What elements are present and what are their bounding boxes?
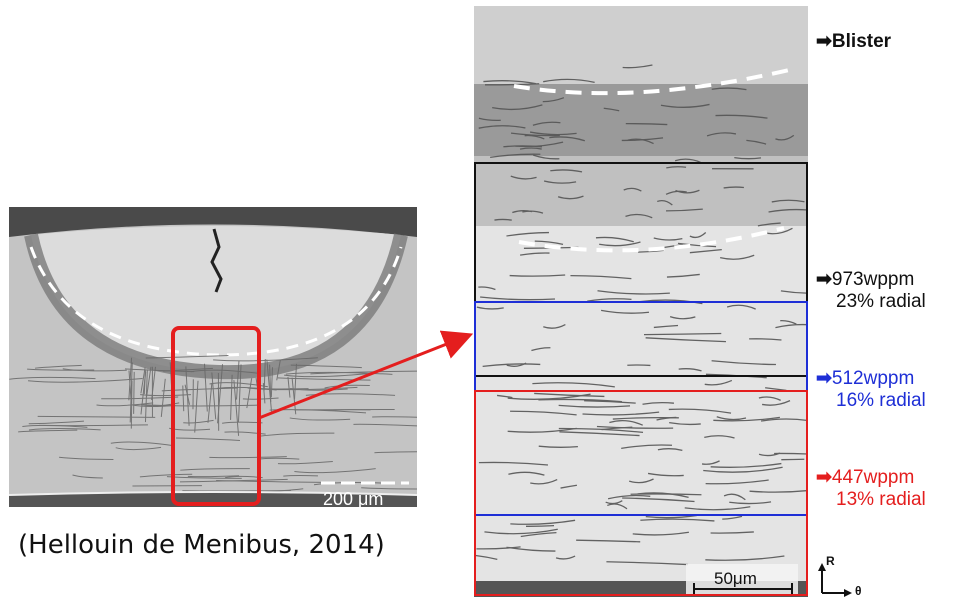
left-micrograph: 200 μm bbox=[9, 207, 417, 507]
right-micrograph: 50μm bbox=[474, 6, 808, 597]
arrow-icon: ➡ bbox=[816, 467, 832, 488]
axes-indicator bbox=[818, 563, 852, 597]
highlight-box bbox=[171, 326, 261, 506]
zone-box-447 bbox=[474, 390, 808, 596]
axis-label-theta: θ bbox=[855, 584, 862, 598]
annotation-512: ➡512wppm 16% radial bbox=[816, 368, 926, 411]
zone-box-973 bbox=[474, 162, 808, 377]
right-scale-bar-label: 50μm bbox=[714, 569, 757, 588]
arrow-icon: ➡ bbox=[816, 368, 832, 389]
annotation-blister: ➡Blister bbox=[816, 31, 892, 52]
arrow-icon: ➡ bbox=[816, 269, 832, 290]
axis-label-r: R bbox=[826, 554, 835, 568]
arrow-icon: ➡ bbox=[816, 31, 832, 52]
left-scale-bar-label: 200 μm bbox=[323, 489, 383, 507]
citation: (Hellouin de Menibus, 2014) bbox=[18, 530, 385, 560]
annotation-447: ➡447wppm 13% radial bbox=[816, 467, 926, 510]
annotation-973: ➡973wppm 23% radial bbox=[816, 269, 926, 312]
